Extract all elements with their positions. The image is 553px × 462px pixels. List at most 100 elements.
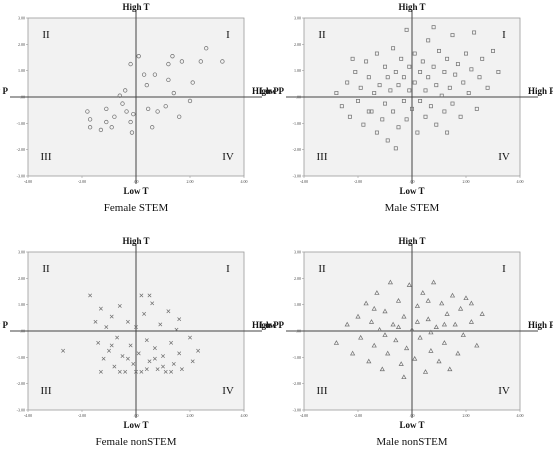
axis-label-bottom: Low T xyxy=(123,420,148,430)
quadrant-label-iii: III xyxy=(317,385,328,397)
data-point xyxy=(152,346,157,351)
data-point xyxy=(441,321,447,327)
data-point xyxy=(428,348,434,353)
data-point xyxy=(134,369,138,374)
axis-label-right: High P xyxy=(528,320,553,330)
data-point xyxy=(431,64,436,69)
data-point xyxy=(334,91,339,95)
data-point xyxy=(350,56,355,61)
data-point xyxy=(358,85,363,90)
data-point xyxy=(128,343,133,348)
data-point xyxy=(369,109,374,114)
data-point xyxy=(388,88,393,93)
data-point xyxy=(188,335,192,340)
data-point xyxy=(472,30,477,35)
data-point xyxy=(496,70,501,74)
data-point xyxy=(385,75,390,80)
y-tick-label: -3.00 xyxy=(17,408,25,413)
axis-label-right: High P xyxy=(252,320,279,330)
data-point xyxy=(434,83,439,88)
data-point xyxy=(101,356,106,361)
data-point xyxy=(418,70,423,74)
data-point xyxy=(445,56,450,61)
data-point xyxy=(423,114,428,119)
data-point xyxy=(404,345,410,351)
data-point xyxy=(385,350,391,356)
data-point xyxy=(426,38,431,43)
data-point xyxy=(344,321,350,327)
data-point xyxy=(423,88,428,93)
data-point xyxy=(452,321,458,327)
data-point xyxy=(474,342,480,348)
y-tick-label: 1.00 xyxy=(18,68,25,73)
x-tick-label: 4.00 xyxy=(241,413,248,418)
data-point xyxy=(98,127,104,133)
data-point xyxy=(368,319,375,324)
data-point xyxy=(131,111,136,117)
axis-label-bottom: Low T xyxy=(123,186,148,196)
data-point xyxy=(474,106,479,111)
data-point xyxy=(104,106,109,111)
data-point xyxy=(109,314,114,319)
data-point xyxy=(179,59,185,64)
data-point xyxy=(398,361,404,366)
panel-female-nonstem: 3.002.001.00.00-1.00-2.00-3.00-4.00 -2.00… xyxy=(0,236,279,448)
data-point xyxy=(372,91,377,95)
data-point xyxy=(131,361,136,366)
data-point xyxy=(144,338,149,343)
data-point xyxy=(445,130,450,135)
data-point xyxy=(393,70,398,74)
data-point xyxy=(166,309,171,314)
y-tick-label: -1.00 xyxy=(17,355,25,360)
data-point xyxy=(112,114,117,119)
data-point xyxy=(395,324,402,329)
quadrant-label-i: I xyxy=(226,29,230,41)
axis-label-left: Low P xyxy=(259,86,284,96)
data-point xyxy=(409,326,415,332)
data-point xyxy=(453,72,458,77)
data-point xyxy=(142,311,147,316)
axis-label-top: High T xyxy=(122,2,149,12)
data-point xyxy=(449,292,456,298)
axis-label-right: High P xyxy=(528,86,553,96)
data-point xyxy=(436,358,442,364)
y-tick-label: -1.00 xyxy=(293,355,301,360)
data-point xyxy=(161,354,165,358)
data-point xyxy=(469,67,474,72)
y-tick-label: -1.00 xyxy=(293,121,301,126)
data-point xyxy=(395,297,402,303)
data-point xyxy=(374,290,380,295)
axis-label-left: Low P xyxy=(259,320,284,330)
data-point xyxy=(177,351,182,356)
data-point xyxy=(425,297,431,303)
data-point xyxy=(426,75,431,80)
quadrant-label-i: I xyxy=(502,29,506,41)
data-point xyxy=(412,355,418,361)
data-point xyxy=(169,369,174,374)
x-tick-label: -4.00 xyxy=(300,179,308,184)
data-point xyxy=(391,46,396,51)
data-point xyxy=(147,359,152,364)
data-point xyxy=(390,321,396,327)
panel-male-nonstem: 3.002.001.00.00-1.00-2.00-3.00-4.00 -2.00… xyxy=(259,236,553,448)
quadrant-label-iii: III xyxy=(41,385,52,397)
data-point xyxy=(428,329,434,335)
data-point xyxy=(109,343,114,348)
panel-female-stem: 3.002.001.00.00-1.00-2.00-3.00-4.00 -2.00… xyxy=(0,2,279,214)
x-tick-label: -4.00 xyxy=(300,413,308,418)
data-point xyxy=(120,354,125,358)
quadrant-label-ii: II xyxy=(42,29,50,41)
data-point xyxy=(171,90,176,96)
data-point xyxy=(442,109,447,114)
data-point xyxy=(414,319,420,324)
y-tick-label: 2.00 xyxy=(18,276,25,281)
quadrant-label-iv: IV xyxy=(498,151,510,163)
data-point xyxy=(371,305,377,311)
data-point xyxy=(196,348,201,353)
data-point xyxy=(377,326,383,332)
data-point xyxy=(120,101,125,106)
data-point xyxy=(117,93,122,98)
x-tick-label: -2.00 xyxy=(354,413,362,418)
data-point xyxy=(356,98,360,103)
axis-label-right: High P xyxy=(252,86,279,96)
